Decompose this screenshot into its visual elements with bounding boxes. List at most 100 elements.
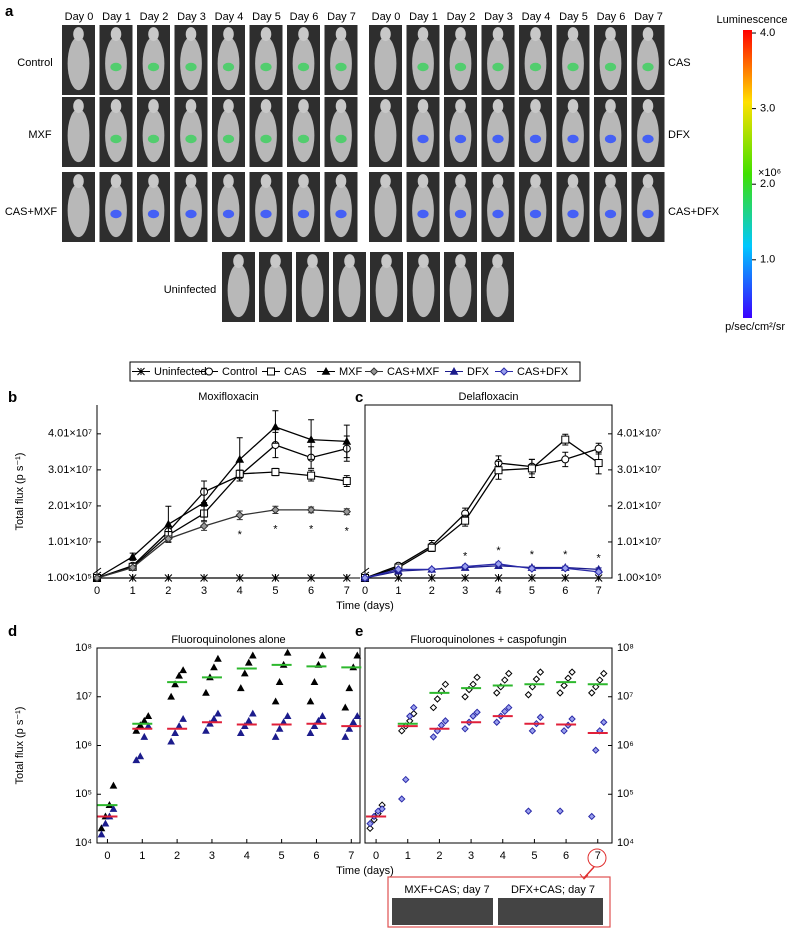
x-tick-label: 6 xyxy=(308,585,314,597)
signal xyxy=(642,134,654,144)
marker xyxy=(505,703,513,712)
marker xyxy=(306,435,316,443)
mouse-head xyxy=(223,27,234,42)
signal xyxy=(110,134,122,144)
mouse-head xyxy=(260,99,272,114)
day-label: Day 4 xyxy=(215,11,244,23)
marker xyxy=(202,688,210,696)
inset-image xyxy=(498,898,603,925)
annotation: * xyxy=(563,549,568,561)
mouse-head xyxy=(417,174,429,189)
mouse-head xyxy=(344,254,355,269)
annotation: * xyxy=(273,524,278,536)
series-line xyxy=(96,471,347,579)
day-label: Day 5 xyxy=(559,11,588,23)
marker xyxy=(236,729,245,736)
x-tick-label: 0 xyxy=(362,585,368,597)
marker xyxy=(394,565,403,574)
group-label: CAS+MXF xyxy=(5,206,58,218)
y-tick-label: 1.00×10⁵ xyxy=(47,572,92,584)
colorbar-tick-label: 3.0 xyxy=(760,103,775,115)
day-label: Day 7 xyxy=(634,11,663,23)
marker xyxy=(244,716,253,724)
annotation: * xyxy=(309,524,314,536)
marker xyxy=(528,574,536,582)
signal xyxy=(335,134,347,144)
x-tick-label: 7 xyxy=(344,585,350,597)
marker xyxy=(109,804,118,812)
marker xyxy=(360,573,370,583)
marker xyxy=(556,807,564,815)
marker xyxy=(175,671,183,679)
marker xyxy=(214,709,222,717)
mouse-head xyxy=(455,27,466,42)
marker xyxy=(307,574,315,582)
mouse-head xyxy=(270,254,281,269)
colorbar-tick-label: 2.0 xyxy=(760,178,775,190)
series-line xyxy=(96,426,347,579)
legend-marker xyxy=(499,367,509,376)
mouse-head xyxy=(492,27,504,42)
marker xyxy=(164,574,173,582)
marker xyxy=(275,724,284,732)
series-line xyxy=(364,447,599,579)
signal xyxy=(335,62,347,72)
inset-label: DFX+CAS; day 7 xyxy=(511,884,595,896)
signal xyxy=(147,209,160,219)
marker xyxy=(494,559,503,569)
y-tick-label: 1.01×10⁷ xyxy=(48,536,92,548)
marker xyxy=(345,724,354,732)
marker xyxy=(494,574,503,582)
marker xyxy=(101,819,110,827)
mouse-head xyxy=(492,99,504,114)
marker xyxy=(109,781,118,789)
marker xyxy=(271,574,280,582)
marker xyxy=(427,565,436,574)
mouse-head xyxy=(307,254,318,269)
day-label: Day 3 xyxy=(177,11,206,23)
mouse-head xyxy=(185,27,197,42)
mouse-body xyxy=(374,108,397,163)
mouse-head xyxy=(260,27,272,42)
y-tick-label: 10⁵ xyxy=(617,788,634,800)
chart-title: Fluoroquinolones alone xyxy=(171,634,285,646)
marker xyxy=(248,651,257,659)
mouse-head xyxy=(642,99,654,114)
marker xyxy=(501,676,509,684)
mouse-head xyxy=(335,174,347,189)
marker xyxy=(560,727,568,735)
marker xyxy=(461,693,469,701)
mouse-head xyxy=(148,99,159,114)
legend-label: Uninfected xyxy=(154,366,207,378)
x-tick-label: 6 xyxy=(563,850,569,862)
panel-label: b xyxy=(8,389,17,406)
mouse-head xyxy=(223,99,234,114)
marker xyxy=(132,726,141,734)
marker xyxy=(164,519,173,528)
mouse-head xyxy=(605,27,616,42)
signal xyxy=(454,209,467,219)
mouse-head xyxy=(233,254,244,269)
mouse-head xyxy=(605,99,616,114)
x-tick-label: 5 xyxy=(279,850,285,862)
marker xyxy=(306,505,316,515)
annotation: * xyxy=(238,529,243,541)
day-label: Day 7 xyxy=(327,11,356,23)
annotation: * xyxy=(530,549,535,561)
x-tick-label: 2 xyxy=(436,850,442,862)
x-tick-label: 6 xyxy=(313,850,319,862)
legend-label: MXF xyxy=(339,366,363,378)
marker xyxy=(283,648,292,656)
mouse-body xyxy=(486,263,509,318)
mouse-head xyxy=(455,174,466,189)
mouse-head xyxy=(335,99,347,114)
marker xyxy=(342,436,352,445)
inset-label: MXF+CAS; day 7 xyxy=(404,884,489,896)
mouse-body xyxy=(67,183,90,238)
mouse-head xyxy=(380,99,391,114)
group-label: Control xyxy=(17,57,52,69)
marker xyxy=(536,668,545,676)
mouse-head xyxy=(73,99,84,114)
legend-label: DFX xyxy=(467,366,490,378)
x-axis-label: Time (days) xyxy=(336,865,394,877)
